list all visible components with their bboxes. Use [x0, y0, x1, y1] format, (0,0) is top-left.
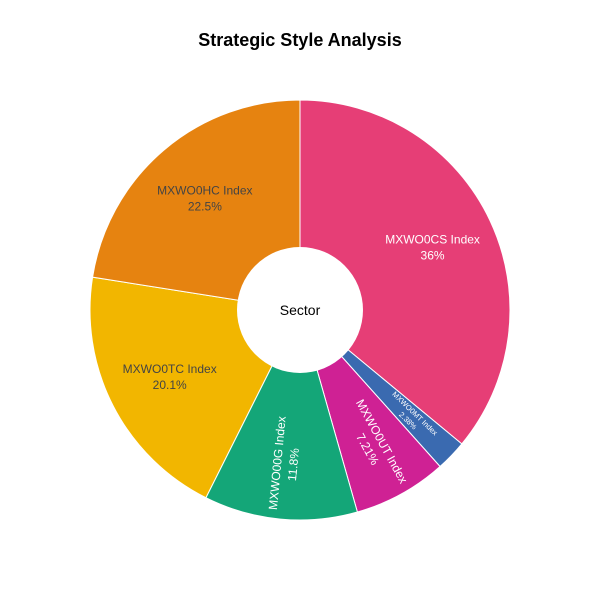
slice-label-name: MXWO0CS Index [385, 232, 480, 246]
slice-label-value: 22.5% [188, 200, 222, 214]
slice-label-group: MXWO0HC Index 22.5% [157, 183, 252, 213]
slice-label-value: 11.8% [285, 447, 302, 482]
pie-slice[interactable] [205, 308, 359, 521]
center-label: Sector [280, 302, 321, 318]
slice-label-value: 36% [421, 249, 445, 263]
pie-slice[interactable] [92, 99, 301, 311]
slice-label-group: MXWO0CS Index 36% [385, 232, 480, 262]
pie-slice[interactable] [299, 99, 511, 445]
chart-title: Strategic Style Analysis [198, 30, 402, 50]
slice-label-value: 20.1% [153, 378, 187, 392]
donut-hole [237, 247, 363, 373]
slice-label-name: MXWO0TC Index [123, 362, 217, 376]
slice-label-group: MXWO0TC Index 20.1% [123, 362, 217, 392]
slice-label-name: MXWO0HC Index [157, 183, 252, 197]
